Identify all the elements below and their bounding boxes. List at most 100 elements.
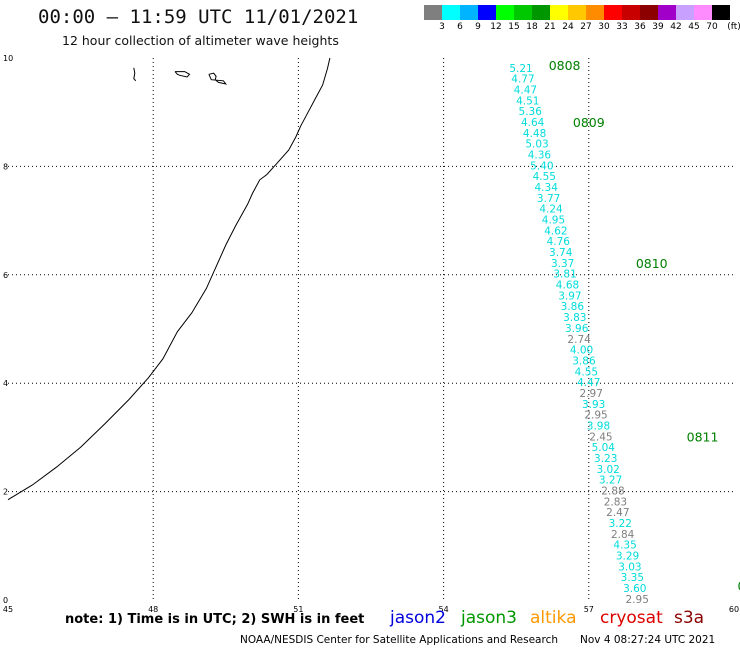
wave-height-label: 3.96 bbox=[565, 323, 589, 335]
coastline bbox=[7, 57, 331, 501]
x-tick-label: 45 bbox=[3, 605, 13, 614]
color-scale-legend bbox=[424, 5, 730, 20]
legend-label: 12 bbox=[490, 22, 502, 32]
wave-height-label: 3.03 bbox=[618, 561, 641, 573]
wave-height-label: 4.68 bbox=[556, 280, 579, 292]
wave-height-label: 4.76 bbox=[547, 236, 571, 248]
legend-swatch bbox=[514, 5, 532, 20]
legend-swatch bbox=[568, 5, 586, 20]
wave-height-label: 3.83 bbox=[563, 312, 586, 324]
wave-height-label: 4.55 bbox=[533, 171, 556, 183]
wave-height-label: 3.02 bbox=[596, 464, 619, 476]
legend-swatch bbox=[442, 5, 460, 20]
legend-label: 36 bbox=[634, 22, 646, 32]
wave-height-label: 3.22 bbox=[609, 518, 632, 530]
wave-height-label: 4.47 bbox=[514, 84, 537, 96]
wave-height-label: 3.86 bbox=[561, 301, 585, 313]
legend-label: 15 bbox=[508, 22, 520, 32]
wave-height-label: 4.95 bbox=[542, 215, 565, 227]
legend-swatch bbox=[622, 5, 640, 20]
wave-height-label: 2.97 bbox=[580, 388, 603, 400]
wave-height-label: 3.81 bbox=[553, 269, 576, 281]
legend-label: 6 bbox=[457, 22, 463, 32]
wave-height-label: 3.93 bbox=[582, 399, 605, 411]
x-tick-label: 57 bbox=[584, 605, 594, 614]
legend-label: 3 bbox=[439, 22, 445, 32]
wave-height-label: 2.84 bbox=[611, 529, 635, 541]
legend-swatch bbox=[658, 5, 676, 20]
wave-height-label: 3.98 bbox=[587, 420, 610, 432]
y-tick-label: 10 bbox=[3, 54, 13, 63]
pass-time-label: 0812 bbox=[737, 578, 740, 593]
legend-label: 70 bbox=[706, 22, 718, 32]
y-tick-label: 0 bbox=[3, 596, 8, 605]
satellite-cryosat: cryosat bbox=[600, 608, 663, 628]
timestamp-text: Nov 4 08:27:24 UTC 2021 bbox=[580, 634, 716, 646]
x-tick-label: 60 bbox=[729, 605, 739, 614]
wave-height-label: 5.04 bbox=[592, 442, 616, 454]
pass-time-label: 0809 bbox=[573, 115, 605, 130]
legend-label: 39 bbox=[652, 22, 664, 32]
map-subtitle: 12 hour collection of altimeter wave hei… bbox=[62, 33, 339, 48]
legend-label: (ft) bbox=[727, 22, 740, 32]
legend-swatch bbox=[604, 5, 622, 20]
wave-height-label: 3.29 bbox=[616, 551, 639, 563]
wave-height-label: 4.77 bbox=[511, 74, 534, 86]
satellite-altika: altika bbox=[530, 608, 577, 628]
footer-note: note: 1) Time is in UTC; 2) SWH is in fe… bbox=[65, 612, 365, 627]
wave-height-label: 2.74 bbox=[567, 334, 591, 346]
pass-time-label: 0808 bbox=[549, 58, 581, 73]
legend-swatch bbox=[550, 5, 568, 20]
x-tick-label: 54 bbox=[439, 605, 449, 614]
wave-height-label: 5.03 bbox=[525, 139, 548, 151]
wave-height-label: 4.00 bbox=[570, 345, 593, 357]
pass-time-label: 0811 bbox=[687, 429, 719, 444]
wave-height-label: 4.36 bbox=[528, 149, 552, 161]
wave-height-label: 3.27 bbox=[599, 475, 622, 487]
wave-height-label: 4.47 bbox=[577, 377, 600, 389]
legend-swatch bbox=[640, 5, 658, 20]
legend-swatch bbox=[478, 5, 496, 20]
legend-swatch bbox=[424, 5, 442, 20]
legend-swatch bbox=[712, 5, 730, 20]
wave-height-label: 4.62 bbox=[544, 225, 567, 237]
map-title: 00:00 — 11:59 UTC 11/01/2021 bbox=[38, 6, 359, 28]
wave-height-label: 4.35 bbox=[613, 540, 636, 552]
wave-height-label: 3.23 bbox=[594, 453, 617, 465]
satellite-jason3: jason3 bbox=[461, 608, 517, 628]
wave-height-label: 4.24 bbox=[539, 204, 563, 216]
footer-credit: NOAA/NESDIS Center for Satellite Applica… bbox=[240, 634, 737, 646]
legend-swatch bbox=[676, 5, 694, 20]
wave-height-label: 4.55 bbox=[575, 366, 598, 378]
legend-swatch bbox=[694, 5, 712, 20]
wave-height-label: 3.77 bbox=[537, 193, 560, 205]
wave-height-label: 4.34 bbox=[535, 182, 559, 194]
wave-height-label: 2.83 bbox=[604, 496, 627, 508]
wave-height-label: 3.60 bbox=[623, 583, 646, 595]
wave-height-label: 3.74 bbox=[549, 247, 573, 259]
wave-height-label: 3.35 bbox=[621, 572, 644, 584]
island-outline bbox=[174, 71, 191, 78]
legend-swatch bbox=[460, 5, 478, 20]
wave-height-label: 2.95 bbox=[626, 594, 649, 606]
legend-label: 42 bbox=[670, 22, 682, 32]
color-scale-labels: 3 6 9 12 15 18 21 24 27 30 33 36 39 42 45 70 (ft) bbox=[424, 22, 740, 34]
wave-height-label: 2.45 bbox=[589, 431, 612, 443]
legend-swatch bbox=[586, 5, 604, 20]
satellite-s3a: s3a bbox=[674, 608, 705, 628]
wave-height-label: 4.51 bbox=[516, 95, 539, 107]
satellite-jason2: jason2 bbox=[390, 608, 446, 628]
legend-label: 9 bbox=[475, 22, 481, 32]
y-tick-label: 6 bbox=[3, 271, 8, 280]
pass-time-label: 0810 bbox=[636, 256, 668, 271]
legend-label: 33 bbox=[616, 22, 628, 32]
legend-label: 27 bbox=[580, 22, 592, 32]
legend-swatch bbox=[532, 5, 550, 20]
x-tick-label: 48 bbox=[148, 605, 158, 614]
wave-height-label: 2.47 bbox=[606, 507, 629, 519]
wave-height-label: 5.21 bbox=[509, 63, 532, 75]
island-outline bbox=[133, 67, 137, 82]
wave-height-label: 2.88 bbox=[601, 486, 624, 498]
